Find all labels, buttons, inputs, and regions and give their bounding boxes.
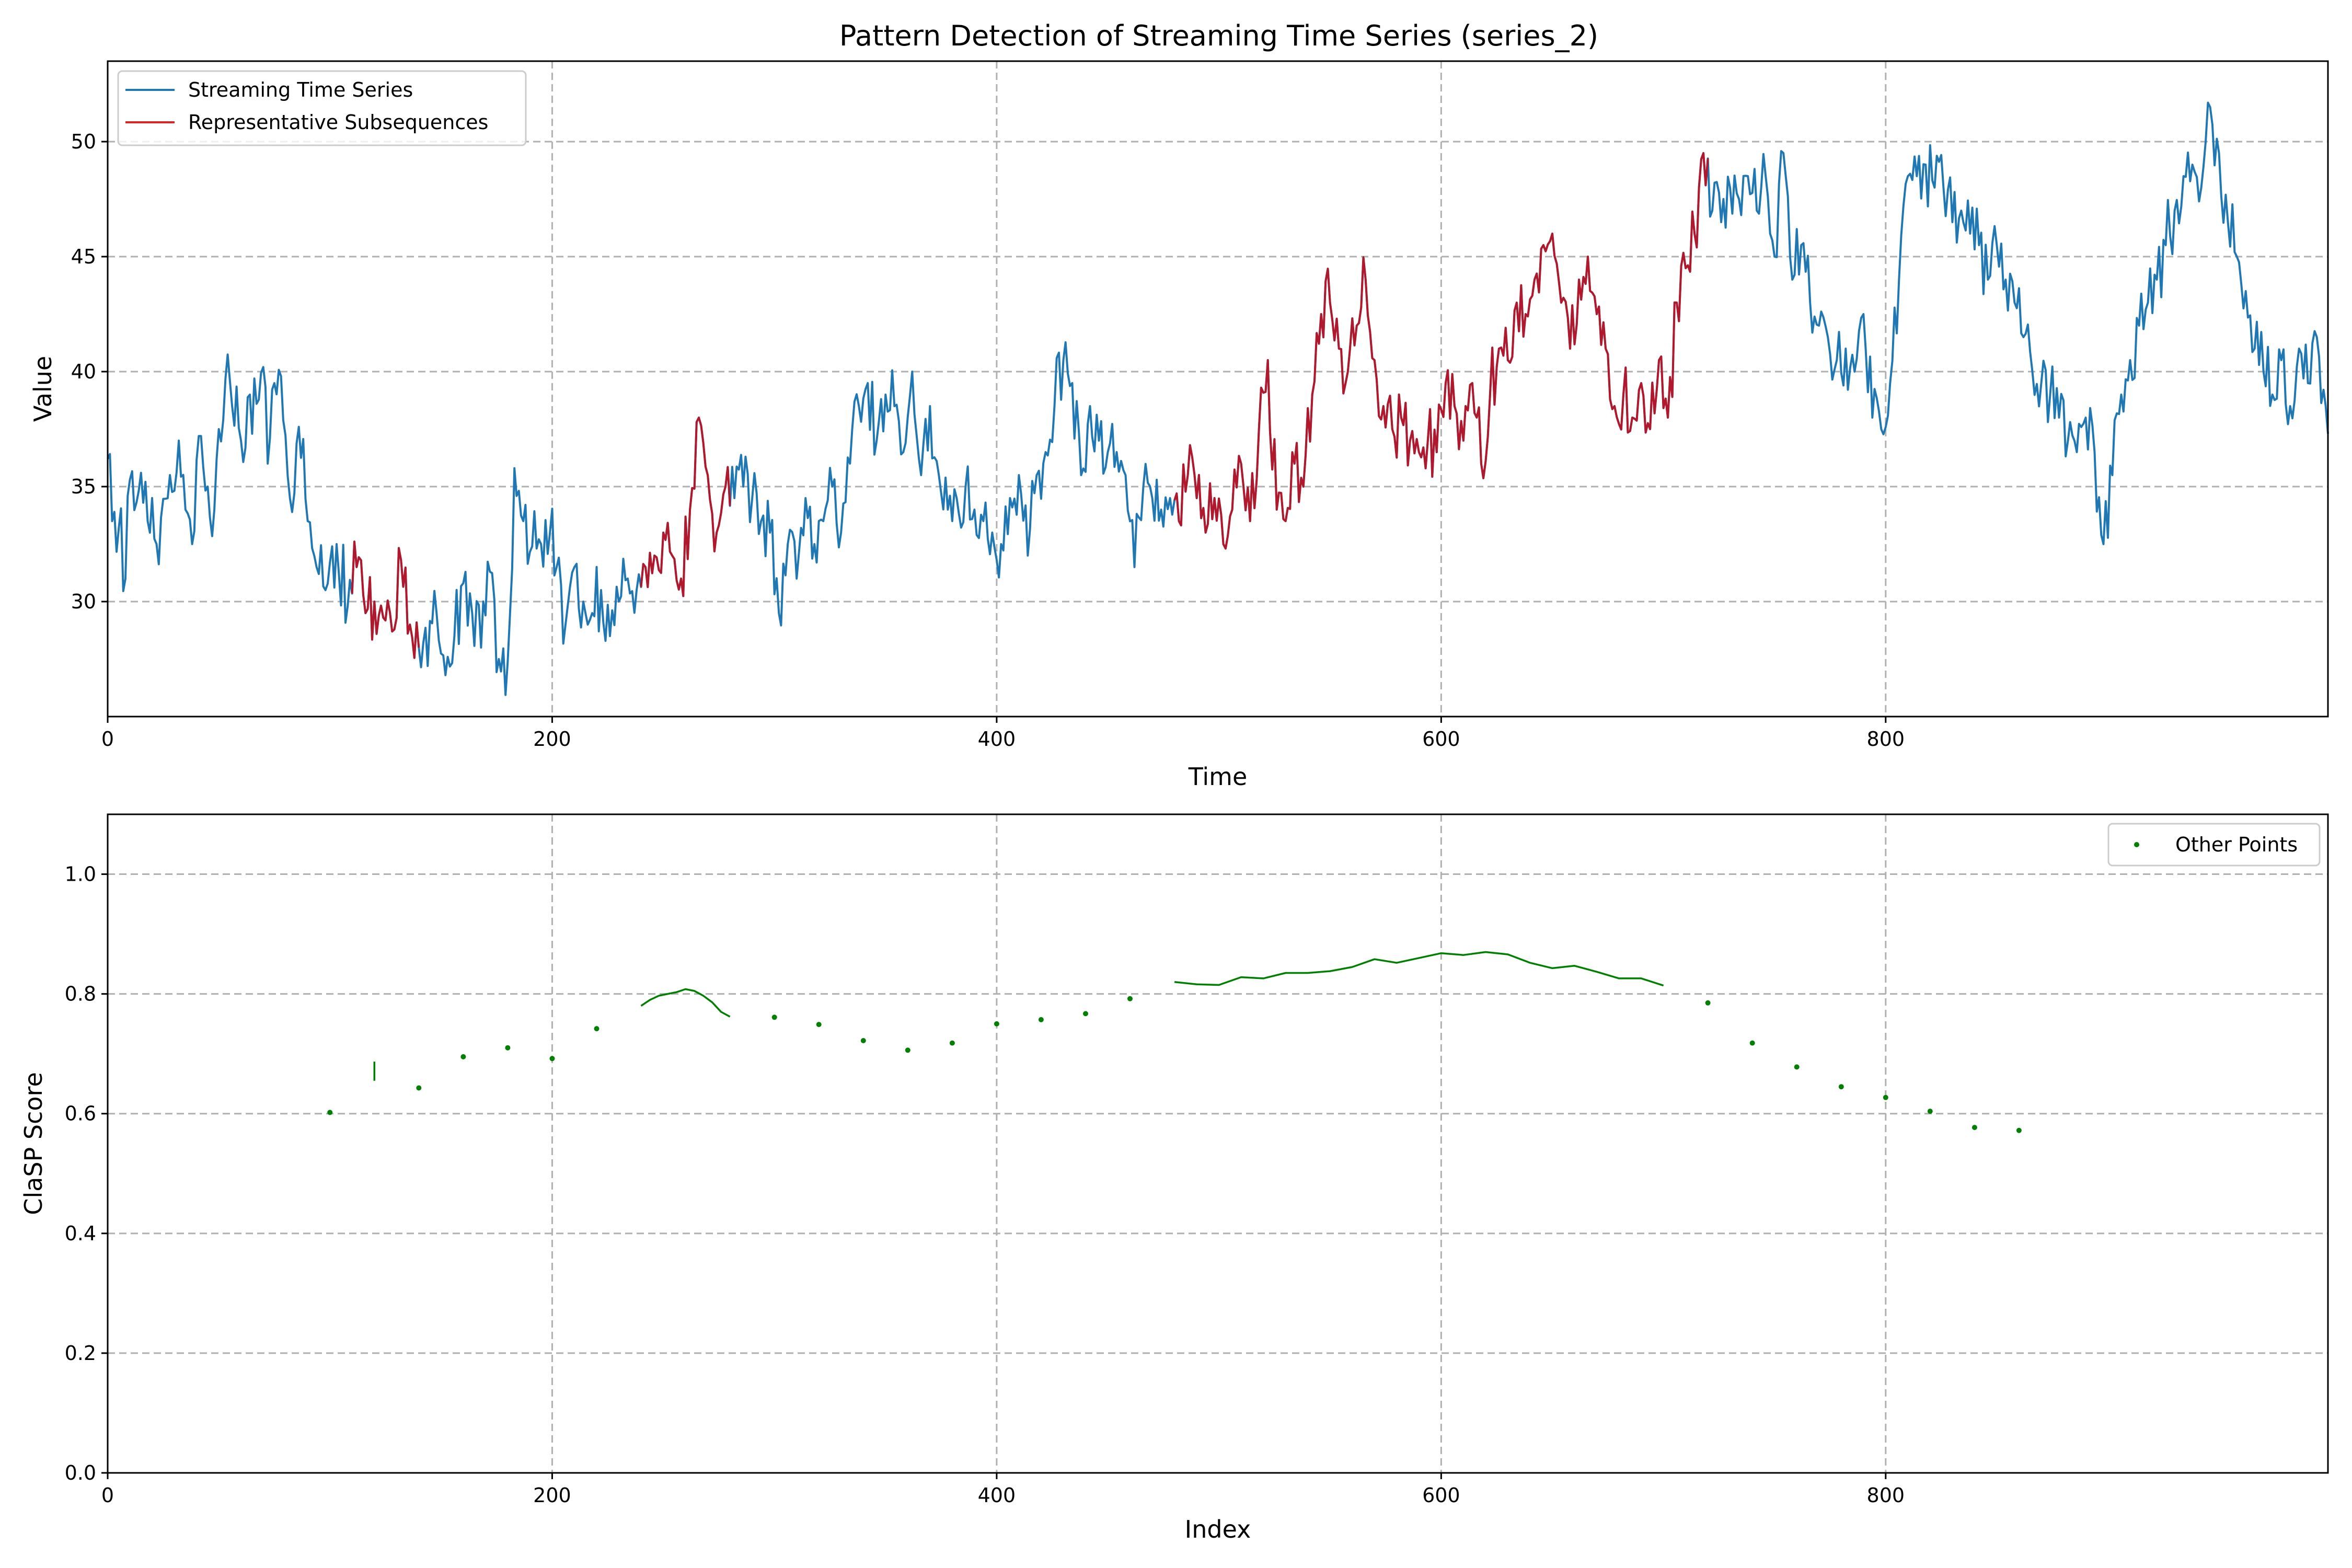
top-y-tick-label: 40 [71, 360, 96, 383]
clasp-score-point [549, 1056, 555, 1062]
clasp-score-point [1038, 1017, 1044, 1022]
bottom-axes-frame [107, 813, 2329, 1474]
bottom-x-tick-label: 0 [101, 1484, 114, 1507]
representative-subsequence-line [1173, 152, 1709, 550]
bottom-x-tick-label: 200 [533, 1484, 571, 1507]
bottom-x-tick-label: 800 [1867, 1484, 1905, 1507]
legend-label-other-points: Other Points [2175, 833, 2298, 856]
clasp-score-line [640, 988, 731, 1018]
clasp-score-point [594, 1026, 599, 1032]
clasp-score-point [1705, 1000, 1711, 1006]
top-legend-box [117, 70, 527, 146]
bottom-series-layer [327, 951, 2022, 1133]
top-chart-title: Pattern Detection of Streaming Time Seri… [839, 19, 1598, 52]
bottom-grid [108, 814, 2328, 1473]
bottom-y-tick-label: 0.4 [65, 1222, 96, 1245]
clasp-score-point [994, 1021, 999, 1027]
clasp-score-point [416, 1085, 422, 1091]
legend-swatch-other-points [2134, 842, 2139, 847]
clasp-score-point [460, 1054, 466, 1059]
bottom-y-tick-label: 0.8 [65, 983, 96, 1006]
clasp-score-point [1749, 1040, 1755, 1046]
top-y-tick-label: 45 [71, 245, 96, 268]
bottom-axes: 0 200 400 600 800 0.0 0.2 0.4 0.6 0.8 1.0 Index Cl… [19, 813, 2329, 1543]
bottom-y-tick-label: 1.0 [65, 863, 96, 886]
clasp-score-point [816, 1022, 822, 1028]
clasp-score-line [1174, 951, 1664, 987]
top-x-tick-label: 600 [1422, 728, 1460, 751]
top-axes-frame [107, 60, 2329, 718]
legend-label-streaming: Streaming Time Series [188, 78, 413, 101]
top-grid [108, 61, 2328, 717]
clasp-score-point [505, 1045, 511, 1051]
clasp-score-point [1971, 1125, 1977, 1131]
bottom-y-tick-label: 0.2 [65, 1342, 96, 1365]
clasp-score-point [771, 1014, 777, 1020]
clasp-score-point [949, 1040, 955, 1046]
streaming-time-series-line [107, 101, 2329, 696]
bottom-x-tick-label: 400 [978, 1484, 1016, 1507]
clasp-score-point [1883, 1094, 1888, 1100]
clasp-score-point [327, 1110, 333, 1115]
clasp-score-point [2016, 1127, 2022, 1133]
top-x-tick-label: 0 [101, 728, 114, 751]
bottom-x-tick-label: 600 [1422, 1484, 1460, 1507]
clasp-score-point [1127, 996, 1133, 1001]
bottom-legend-box [2107, 823, 2321, 867]
top-axes: Pattern Detection of Streaming Time Seri… [29, 19, 2329, 791]
clasp-score-point [1838, 1084, 1844, 1090]
top-x-tick-label: 800 [1867, 728, 1905, 751]
top-y-tick-label: 35 [71, 475, 96, 498]
clasp-score-point [860, 1038, 866, 1043]
clasp-score-point [1794, 1064, 1800, 1070]
bottom-x-axis-label: Index [1185, 1515, 1251, 1543]
top-legend: Streaming Time Series Representative Sub… [117, 70, 527, 146]
top-y-tick-label: 50 [71, 130, 96, 153]
representative-subsequence-line [351, 540, 420, 659]
clasp-score-point [905, 1047, 910, 1053]
legend-label-representative: Representative Subsequences [188, 111, 488, 134]
top-y-tick-label: 30 [71, 590, 96, 613]
representative-subsequence-line [640, 417, 731, 597]
clasp-score-point [1927, 1109, 1933, 1114]
top-x-tick-label: 200 [533, 728, 571, 751]
top-y-axis-label: Value [29, 356, 57, 422]
top-ticks: 0 200 400 600 800 30 35 40 45 50 [71, 130, 1905, 751]
bottom-y-tick-label: 0.6 [65, 1102, 96, 1125]
bottom-legend: Other Points [2107, 823, 2321, 867]
bottom-ticks: 0 200 400 600 800 0.0 0.2 0.4 0.6 0.8 1.0 [65, 863, 1905, 1507]
top-x-axis-label: Time [1188, 763, 1248, 791]
top-x-tick-label: 400 [978, 728, 1016, 751]
bottom-y-tick-label: 0.0 [65, 1461, 96, 1484]
bottom-y-axis-label: ClaSP Score [19, 1072, 48, 1215]
top-series-layer [107, 101, 2329, 696]
clasp-score-point [1083, 1011, 1088, 1017]
